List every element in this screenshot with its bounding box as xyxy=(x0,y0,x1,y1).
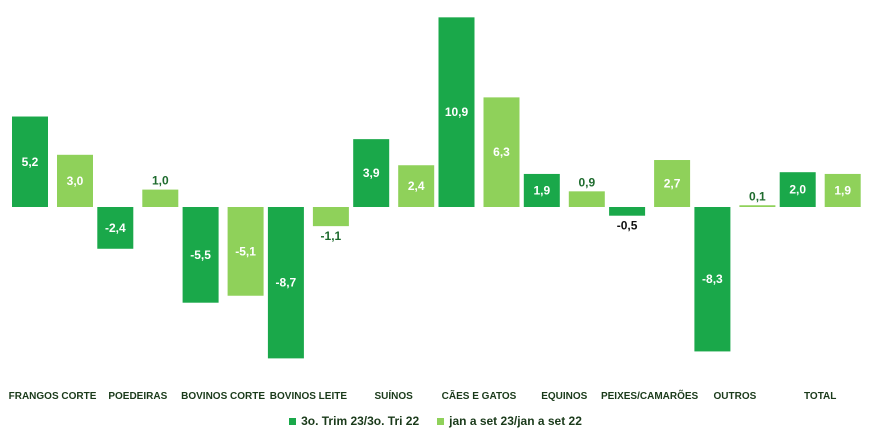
legend-item-series-1: 3o. Trim 23/3o. Tri 22 xyxy=(289,414,419,428)
bar-label-s1-3: -8,7 xyxy=(276,276,297,290)
category-label-0: FRANGOS CORTE xyxy=(9,391,97,402)
bar-s2-0 xyxy=(57,154,93,207)
bar-s2-1 xyxy=(142,189,179,207)
bar-label-s2-5: 6,3 xyxy=(493,145,510,159)
category-label-7: PEIXES/CAMARÕES xyxy=(601,389,699,402)
legend-item-series-2: jan a set 23/jan a set 22 xyxy=(437,414,582,428)
bar-label-s1-9: 2,0 xyxy=(789,183,806,197)
bar-s1-9 xyxy=(779,172,816,207)
category-label-1: POEDEIRAS xyxy=(108,391,167,402)
bar-label-s1-5: 10,9 xyxy=(445,105,469,119)
bar-s2-7 xyxy=(654,160,691,207)
bar-label-s2-2: -5,1 xyxy=(235,244,256,258)
bar-label-s1-1: -2,4 xyxy=(105,221,126,235)
bar-s2-5 xyxy=(483,97,520,207)
category-label-5: CÃES E GATOS xyxy=(442,389,517,402)
legend-label-series-1: 3o. Trim 23/3o. Tri 22 xyxy=(301,414,420,428)
bar-label-s2-9: 1,9 xyxy=(834,183,851,197)
bar-label-s1-0: 5,2 xyxy=(22,155,39,169)
bar-s1-4 xyxy=(353,139,390,207)
bar-s1-1 xyxy=(97,207,134,249)
bar-label-s1-7: -0,5 xyxy=(617,219,638,233)
bar-s1-2 xyxy=(182,207,219,303)
bar-s1-8 xyxy=(694,207,731,352)
legend-label-series-2: jan a set 23/jan a set 22 xyxy=(449,414,582,428)
bar-label-s1-2: -5,5 xyxy=(190,248,211,262)
bar-s2-6 xyxy=(568,191,605,207)
bar-s2-4 xyxy=(398,165,435,207)
legend-swatch-series-2 xyxy=(437,417,445,425)
category-label-8: OUTROS xyxy=(714,391,757,402)
bar-s2-2 xyxy=(227,207,264,296)
bar-s1-0 xyxy=(12,116,48,207)
bar-s2-8 xyxy=(739,205,776,207)
bar-s1-7 xyxy=(609,207,646,216)
bar-s1-3 xyxy=(267,207,304,359)
category-label-3: BOVINOS LEITE xyxy=(270,391,348,402)
bar-chart: 5,2 3,0 FRANGOS CORTE -2,4 1,0 POEDEIRAS -5,5 -… xyxy=(9,17,861,402)
legend-swatch-series-1 xyxy=(289,417,297,425)
bar-s2-3 xyxy=(312,207,349,227)
bar-s2-9 xyxy=(824,173,861,207)
bar-label-s2-6: 0,9 xyxy=(578,175,595,189)
bar-label-s2-0: 3,0 xyxy=(67,174,84,188)
category-label-6: EQUINOS xyxy=(541,391,587,402)
bar-s1-5 xyxy=(438,17,475,208)
legend: 3o. Trim 23/3o. Tri 22 jan a set 23/jan … xyxy=(0,414,871,428)
bar-label-s1-8: -8,3 xyxy=(702,272,723,286)
category-label-2: BOVINOS CORTE xyxy=(181,391,265,402)
bar-label-s2-7: 2,7 xyxy=(664,177,681,191)
bar-s1-6 xyxy=(523,173,560,207)
category-label-4: SUÍNOS xyxy=(375,389,414,402)
bar-label-s2-4: 2,4 xyxy=(408,179,425,193)
bar-label-s2-8: 0,1 xyxy=(749,189,766,203)
category-label-9: TOTAL xyxy=(804,391,836,402)
bar-label-s2-3: -1,1 xyxy=(321,229,342,243)
bar-label-s2-1: 1,0 xyxy=(152,174,169,188)
bar-label-s1-4: 3,9 xyxy=(363,166,380,180)
bar-label-s1-6: 1,9 xyxy=(533,183,550,197)
